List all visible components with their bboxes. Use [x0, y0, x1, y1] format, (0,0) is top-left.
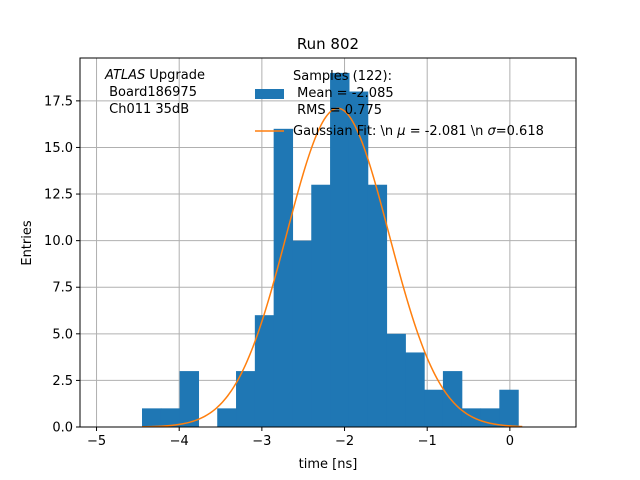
fit-layer	[141, 107, 523, 428]
x-tick-label: −2	[335, 434, 354, 449]
annotation-line-1: ATLAS Upgrade	[104, 68, 205, 83]
legend-histogram-swatch	[255, 89, 284, 99]
x-tick-label: −5	[87, 434, 106, 449]
histogram-bar	[254, 315, 275, 427]
y-tick-label: 0.0	[52, 421, 73, 436]
histogram-bar	[160, 408, 181, 427]
histogram-bar	[348, 91, 369, 427]
x-tick-layer: −5 −4 −3 −2 −1 0	[87, 427, 514, 449]
histogram-bar	[499, 389, 519, 427]
annotation-box: ATLAS Upgrade Board186975 Ch011 35dB	[104, 68, 205, 117]
histogram-bar	[217, 408, 237, 427]
y-tick-label: 10.0	[44, 234, 73, 249]
x-tick-label: −3	[252, 434, 271, 449]
legend-histogram-line-3: RMS = 0.775	[293, 103, 382, 118]
histogram-bar	[386, 333, 406, 427]
x-axis-label: time [ns]	[299, 457, 358, 472]
legend-fit-mu-text: = -2.081 \n	[406, 124, 488, 139]
legend-fit-prefix: Gaussian Fit: \n	[293, 124, 397, 139]
legend-fit-mu-symbol: μ	[396, 124, 405, 139]
legend: Samples (122): Mean = -2.085 RMS = 0.775…	[255, 69, 544, 139]
bar-layer	[142, 72, 519, 427]
annotation-italic-word: ATLAS	[104, 68, 145, 83]
histogram-bar	[179, 371, 200, 427]
x-tick-label: −1	[418, 434, 437, 449]
y-tick-label: 12.5	[44, 188, 73, 203]
annotation-first-line-rest: Upgrade	[145, 68, 205, 83]
annotation-line-3: Ch011 35dB	[105, 102, 189, 117]
y-tick-label: 15.0	[44, 141, 73, 156]
annotation-line-2: Board186975	[105, 85, 197, 100]
legend-fit-sigma-text: =0.618	[496, 124, 544, 139]
histogram-bar	[367, 184, 388, 427]
histogram-bar	[292, 240, 312, 427]
y-tick-label: 2.5	[52, 374, 73, 389]
histogram-bar	[442, 371, 463, 427]
histogram-bar	[273, 128, 294, 427]
x-tick-label: 0	[506, 434, 514, 449]
histogram-bar	[424, 389, 444, 427]
histogram-bar	[330, 72, 350, 427]
histogram-bar	[311, 184, 331, 427]
plot-frame	[79, 57, 577, 428]
histogram-bar	[142, 408, 162, 427]
histogram-bar	[236, 371, 256, 427]
legend-fit-label: Gaussian Fit: \n μ = -2.081 \n σ=0.618	[293, 124, 544, 139]
y-tick-layer: 0.0 2.5 5.0 7.5 10.0 12.5 15.0 17.5	[44, 94, 80, 436]
gaussian-fit-line	[141, 107, 523, 428]
y-axis-label: Entries	[20, 220, 35, 266]
y-tick-label: 5.0	[52, 327, 73, 342]
y-tick-label: 7.5	[52, 281, 73, 296]
histogram-bar	[405, 352, 425, 427]
chart-title: Run 802	[297, 35, 359, 53]
legend-fit-sigma-symbol: σ	[488, 124, 497, 139]
legend-histogram-line-2: Mean = -2.085	[293, 86, 394, 101]
y-tick-label: 17.5	[44, 94, 73, 109]
legend-histogram-line-1: Samples (122):	[293, 69, 392, 84]
x-tick-label: −4	[170, 434, 189, 449]
histogram-bar	[461, 408, 482, 427]
